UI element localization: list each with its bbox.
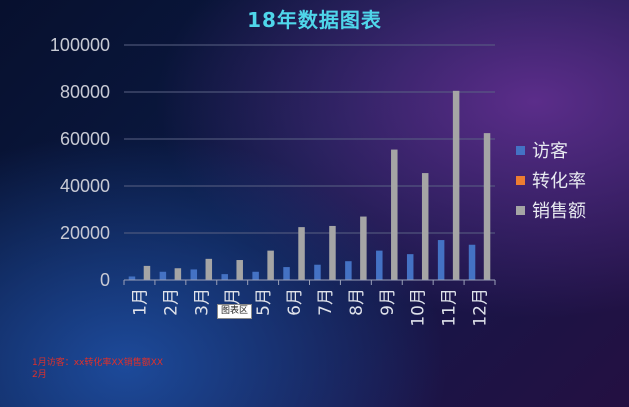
x-axis-ticks: 1月 2月 3月 4月 5月 6月 7月 8月 9月 10月 11月 12月 <box>130 288 490 327</box>
bar-访客-10月 <box>406 254 414 280</box>
note-line-1: 1月访客：xx转化率XX销售额XX <box>32 358 164 368</box>
bar-访客-3月 <box>190 269 198 280</box>
bar-销售额-9月 <box>391 149 398 280</box>
y-tick-label: 40000 <box>60 176 110 196</box>
legend-label-销售额: 销售额 <box>532 201 586 222</box>
bar-访客-11月 <box>437 240 445 280</box>
legend-swatch-销售额 <box>516 206 525 215</box>
bar-销售额-7月 <box>329 225 336 280</box>
bar-访客-5月 <box>252 271 259 280</box>
chart-area-tooltip: 图表区 <box>217 304 253 319</box>
bar-销售额-11月 <box>452 90 460 280</box>
bar-销售额-2月 <box>174 268 182 280</box>
gridlines <box>124 44 495 234</box>
legend-label-转化率: 转化率 <box>532 171 586 192</box>
bar-销售额-3月 <box>205 258 213 280</box>
x-tick-label: 12月 <box>471 288 491 327</box>
bar-访客-2月 <box>159 271 167 280</box>
bar-销售额-10月 <box>421 173 429 280</box>
x-tick-label: 1月 <box>130 288 150 316</box>
x-tick-label: 11月 <box>440 288 460 327</box>
bar-销售额-6月 <box>298 227 305 280</box>
bar-销售额-8月 <box>360 216 367 280</box>
bar-访客-6月 <box>283 267 290 280</box>
x-tick-label: 3月 <box>192 288 212 316</box>
y-tick-label: 100000 <box>50 35 110 55</box>
bar-销售额-4月 <box>236 260 243 280</box>
y-axis-ticks: 0 20000 40000 60000 80000 100000 <box>50 35 110 290</box>
bar-销售额-1月 <box>143 265 151 280</box>
legend-swatch-访客 <box>516 146 525 155</box>
x-tick-label: 6月 <box>285 288 305 316</box>
x-tick-label: 7月 <box>316 288 336 316</box>
y-tick-label: 0 <box>100 270 110 290</box>
y-tick-label: 80000 <box>60 82 110 102</box>
bar-访客-12月 <box>468 244 476 280</box>
y-tick-label: 20000 <box>60 223 110 243</box>
x-tick-label: 2月 <box>161 288 181 316</box>
bar-访客-4月 <box>221 274 228 280</box>
bars <box>128 90 491 280</box>
bar-访客-9月 <box>376 250 383 280</box>
bar-销售额-12月 <box>483 133 491 280</box>
x-tick-label: 5月 <box>254 288 274 316</box>
bar-访客-8月 <box>345 261 352 280</box>
bar-销售额-5月 <box>267 250 274 280</box>
note-text: 1月访客：xx转化率XX销售额XX 2月 <box>32 357 163 381</box>
note-line-2: 2月 <box>32 370 47 380</box>
bar-访客-7月 <box>314 264 321 280</box>
x-tick-label: 8月 <box>347 288 367 316</box>
chart-title: 18年数据图表 <box>247 8 382 32</box>
legend-label-访客: 访客 <box>532 141 568 162</box>
y-tick-label: 60000 <box>60 129 110 149</box>
legend-swatch-转化率 <box>516 176 525 185</box>
x-tick-label: 9月 <box>378 288 398 316</box>
x-axis <box>123 279 496 285</box>
x-tick-label: 10月 <box>409 288 429 327</box>
bar-访客-1月 <box>128 276 136 280</box>
